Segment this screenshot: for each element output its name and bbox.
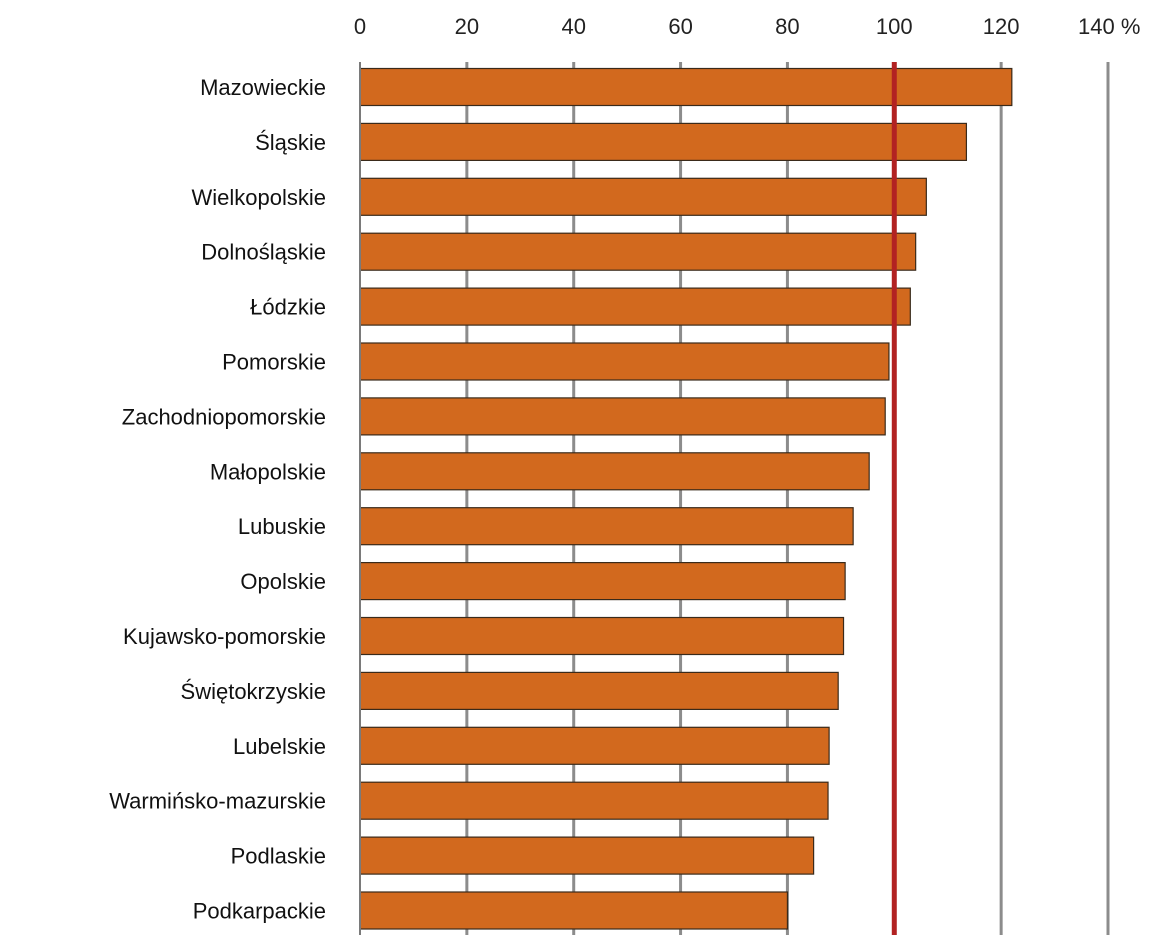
category-label: Lubelskie — [233, 734, 326, 759]
category-label: Warmińsko-mazurskie — [109, 789, 326, 814]
bar — [359, 342, 890, 381]
category-label: Podkarpackie — [193, 899, 326, 924]
category-label: Podlaskie — [231, 844, 326, 869]
bar — [359, 232, 917, 271]
x-tick-label: 100 — [876, 14, 913, 39]
bar — [359, 67, 1013, 107]
bar — [359, 177, 927, 216]
bar — [359, 452, 870, 491]
category-label: Świętokrzyskie — [181, 679, 326, 704]
bar — [359, 836, 815, 875]
category-label: Śląskie — [255, 130, 326, 155]
x-tick-label: 0 — [354, 14, 366, 39]
bar — [359, 726, 830, 765]
bar — [359, 781, 829, 820]
category-labels: Mazowieckie Śląskie Wielkopolskie Dolnośląs… — [109, 75, 326, 924]
category-label: Lubuskie — [238, 514, 326, 539]
bar — [359, 891, 789, 930]
x-tick-label: 120 — [983, 14, 1020, 39]
bar — [359, 671, 839, 711]
category-label: Mazowieckie — [200, 75, 326, 100]
x-tick-label: 20 — [455, 14, 479, 39]
category-label: Dolnośląskie — [201, 240, 326, 265]
x-tick-label: 40 — [561, 14, 585, 39]
bar — [359, 397, 886, 436]
x-tick-label: 80 — [775, 14, 799, 39]
category-label: Kujawsko-pomorskie — [123, 624, 326, 649]
category-label: Pomorskie — [222, 350, 326, 375]
bar — [359, 122, 968, 162]
category-label: Zachodniopomorskie — [122, 404, 326, 429]
bar — [359, 507, 854, 546]
x-axis: 0 20 40 60 80 100 120 140 % — [354, 14, 1140, 935]
category-label: Małopolskie — [210, 459, 326, 484]
x-tick-label: 60 — [668, 14, 692, 39]
category-label: Łódzkie — [250, 295, 326, 320]
bar — [359, 287, 911, 326]
x-tick-label: 140 % — [1078, 14, 1140, 39]
bar — [359, 561, 846, 601]
bar — [359, 616, 845, 656]
bars — [359, 67, 1013, 930]
category-label: Opolskie — [240, 569, 326, 594]
category-label: Wielkopolskie — [192, 185, 327, 210]
